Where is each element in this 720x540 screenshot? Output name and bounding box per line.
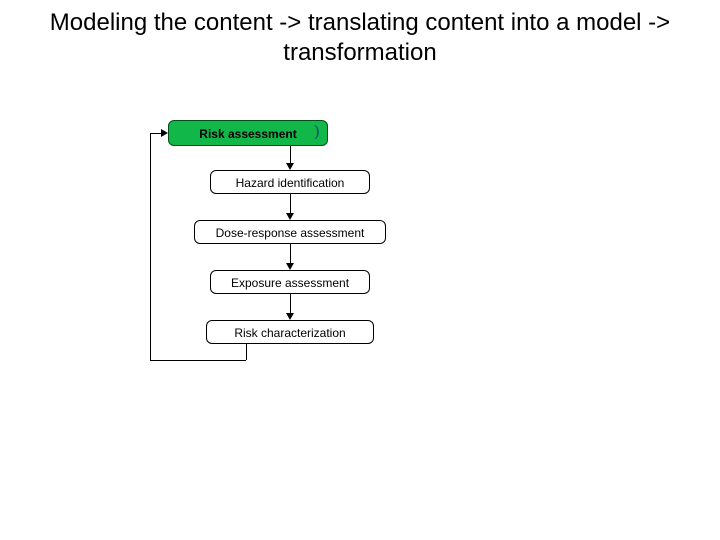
flow-node-n3: Exposure assessment bbox=[210, 270, 370, 294]
arrow-line bbox=[290, 244, 291, 263]
arrow-head bbox=[286, 163, 294, 170]
loop-seg bbox=[246, 344, 247, 360]
flowchart: Risk assessment) Hazard identification Dos… bbox=[0, 120, 720, 520]
arrow-head bbox=[286, 263, 294, 270]
loop-seg bbox=[150, 133, 151, 360]
arrow-head bbox=[286, 213, 294, 220]
arrow-line bbox=[290, 294, 291, 313]
loop-seg bbox=[150, 133, 161, 134]
flow-node-n4: Risk characterization bbox=[206, 320, 374, 344]
arrow-head bbox=[286, 313, 294, 320]
arrow-line bbox=[290, 146, 291, 163]
flow-node-n2: Dose-response assessment bbox=[194, 220, 386, 244]
paren-mark: ) bbox=[314, 123, 319, 141]
flow-node-n1: Hazard identification bbox=[210, 170, 370, 194]
slide: Modeling the content -> translating cont… bbox=[0, 0, 720, 540]
loop-arrow-head bbox=[161, 129, 168, 137]
flow-node-n0: Risk assessment bbox=[168, 120, 328, 146]
arrow-line bbox=[290, 194, 291, 213]
page-title: Modeling the content -> translating cont… bbox=[0, 8, 720, 68]
loop-seg bbox=[150, 360, 246, 361]
